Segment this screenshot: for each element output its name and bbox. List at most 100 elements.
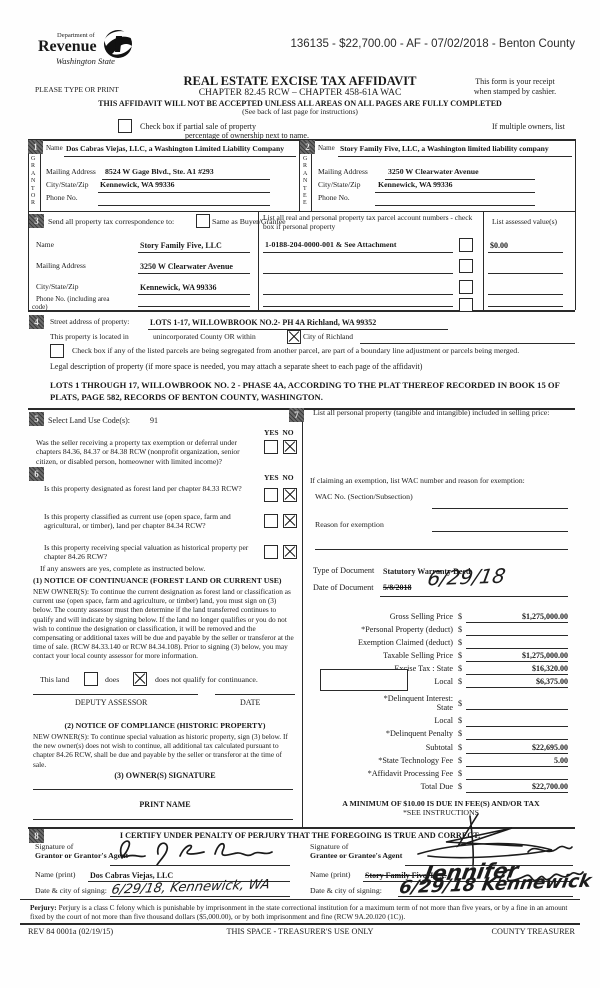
fin-line-1[interactable] xyxy=(466,635,568,636)
parcel-line-2[interactable] xyxy=(263,273,453,274)
land-does-checkbox[interactable] xyxy=(84,672,98,686)
grantee-name-line[interactable] xyxy=(338,156,572,157)
fin-line-0[interactable] xyxy=(466,622,568,623)
receipt-note-2: when stamped by cashier. xyxy=(473,87,557,96)
revenue-swoosh-icon xyxy=(104,30,134,58)
grantor-date-line[interactable] xyxy=(110,896,290,897)
q1-yes-checkbox[interactable] xyxy=(264,440,278,454)
parcel-personal-checkbox-1[interactable] xyxy=(459,238,473,252)
legal-desc-label: Legal description of property (if more s… xyxy=(50,362,423,371)
grantee-name-print-line[interactable] xyxy=(363,881,573,882)
corr-city-line[interactable] xyxy=(138,294,250,295)
corr-mailing-line[interactable] xyxy=(138,273,250,274)
fin-label-4: Excise Tax : State xyxy=(394,664,453,673)
fin-value-12: $22,700.00 xyxy=(532,782,568,791)
assessed-line-1[interactable] xyxy=(488,252,563,253)
fin-label-8: *Delinquent Penalty xyxy=(385,729,453,738)
grantee-sig-label-1: Signature of xyxy=(310,842,349,851)
fin-line-10[interactable] xyxy=(466,766,568,767)
assessed-line-3[interactable] xyxy=(488,294,563,295)
deputy-assessor-line[interactable] xyxy=(33,694,198,695)
date-of-document-label: Date of Document xyxy=(313,583,374,592)
grantor-phone-line[interactable] xyxy=(98,205,270,206)
q3-yes-checkbox[interactable] xyxy=(264,514,278,528)
segregated-checkbox[interactable] xyxy=(50,344,64,358)
wac-line[interactable] xyxy=(432,508,568,509)
partial-sale-label: Check box if partial sale of property xyxy=(140,122,256,131)
fin-dollar-4: $ xyxy=(458,664,463,673)
section-5-badge: 5 xyxy=(29,412,44,426)
grantor-name-line[interactable] xyxy=(64,156,296,157)
assessed-line-2[interactable] xyxy=(488,273,563,274)
grantor-name-print-line[interactable] xyxy=(88,881,290,882)
fin-line-4[interactable] xyxy=(466,674,568,675)
q3-no-checkbox[interactable] xyxy=(283,514,297,528)
fin-label-9: Subtotal xyxy=(425,743,453,752)
parcel-line-1[interactable] xyxy=(263,252,453,253)
question-2: Is this property designated as forest la… xyxy=(44,484,242,493)
parcel-personal-checkbox-3[interactable] xyxy=(459,280,473,294)
q2-yes-checkbox[interactable] xyxy=(264,488,278,502)
reason-line-1[interactable] xyxy=(432,531,568,532)
city-of-richland-checkbox[interactable] xyxy=(287,330,301,344)
reason-line-2[interactable] xyxy=(315,549,568,550)
grantee-mailing-line[interactable] xyxy=(385,179,535,180)
land-does-not-checkbox[interactable] xyxy=(133,672,147,686)
fin-line-11[interactable] xyxy=(466,779,568,780)
assessor-date-line[interactable] xyxy=(215,694,295,695)
fin-line-8[interactable] xyxy=(466,739,568,740)
section-3-badge: 3 xyxy=(29,214,44,228)
corr-phone-line[interactable] xyxy=(138,306,250,307)
footer-rule xyxy=(20,923,580,925)
assessed-line-4[interactable] xyxy=(488,306,563,307)
grantee-city-line[interactable] xyxy=(375,192,535,193)
fin-line-3[interactable] xyxy=(466,661,568,662)
fin-label-7: Local xyxy=(434,716,453,725)
question-4: Is this property receiving special valua… xyxy=(44,543,249,562)
certify-statement: I CERTIFY UNDER PENALTY OF PERJURY THAT … xyxy=(119,831,481,840)
q4-yes-checkbox[interactable] xyxy=(264,545,278,559)
grantee-signature-ink xyxy=(417,813,573,867)
same-as-grantee-checkbox[interactable] xyxy=(196,214,210,228)
parcel-line-3[interactable] xyxy=(263,294,453,295)
grantor-signature-line[interactable] xyxy=(110,865,290,866)
located-line[interactable] xyxy=(360,343,575,344)
print-name-line[interactable] xyxy=(33,819,293,820)
fin-dollar-6: $ xyxy=(458,699,463,708)
owner-signature-line[interactable] xyxy=(33,789,293,790)
fin-line-5[interactable] xyxy=(466,687,568,688)
grantee-phone-label: Phone No. xyxy=(318,193,350,202)
fin-dollar-1: $ xyxy=(458,625,463,634)
parcel-line-4[interactable] xyxy=(263,306,453,307)
fin-dollar-3: $ xyxy=(458,651,463,660)
this-land-label: This land xyxy=(40,675,70,684)
grantee-date-line[interactable] xyxy=(398,896,573,897)
fin-line-6[interactable] xyxy=(466,709,568,710)
fin-dollar-11: $ xyxy=(458,769,463,778)
type-of-document-label: Type of Document xyxy=(313,566,375,575)
parcel-personal-checkbox-4[interactable] xyxy=(459,298,473,312)
grantee-name-print-label: Name (print) xyxy=(310,870,351,879)
corr-name-line[interactable] xyxy=(138,252,250,253)
reason-label: Reason for exemption xyxy=(315,520,384,529)
q1-no-checkbox[interactable] xyxy=(283,440,297,454)
corr-mailing-label: Mailing Address xyxy=(36,261,86,270)
fin-line-9[interactable] xyxy=(466,753,568,754)
grantor-date-label: Date & city of signing: xyxy=(35,886,107,895)
grantee-signature-line[interactable] xyxy=(405,865,573,866)
form-title: REAL ESTATE EXCISE TAX AFFIDAVIT xyxy=(183,74,417,88)
partial-sale-checkbox[interactable] xyxy=(118,119,132,133)
fin-dollar-10: $ xyxy=(458,756,463,765)
fin-line-12[interactable] xyxy=(466,792,568,793)
q2-no-checkbox[interactable] xyxy=(283,488,297,502)
corr-mailing-value: 3250 W Clearwater Avenue xyxy=(140,262,233,271)
grantee-phone-line[interactable] xyxy=(375,205,535,206)
date-of-document-line[interactable] xyxy=(380,596,568,597)
fin-line-2[interactable] xyxy=(466,648,568,649)
q4-no-checkbox[interactable] xyxy=(283,545,297,559)
parcel-personal-checkbox-2[interactable] xyxy=(459,259,473,273)
fin-line-7[interactable] xyxy=(466,726,568,727)
grantor-mailing-line[interactable] xyxy=(102,179,270,180)
grantor-city-line[interactable] xyxy=(98,192,270,193)
please-type-label: PLEASE TYPE OR PRINT xyxy=(35,85,119,94)
